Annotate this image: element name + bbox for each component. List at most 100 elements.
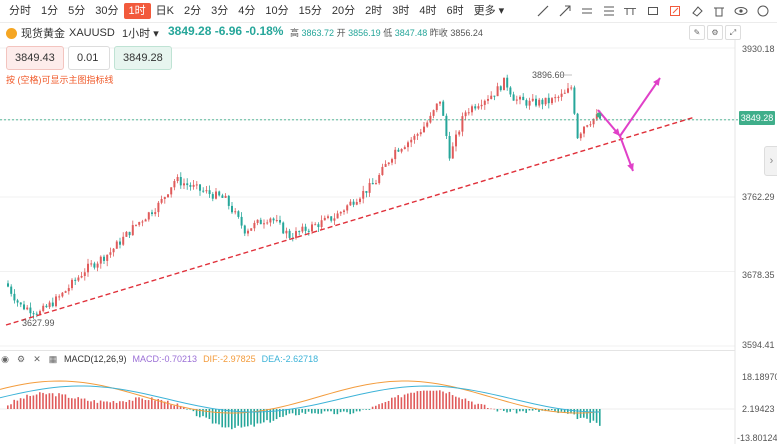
symbol-selector[interactable]: 现货黄金 XAUUSD [6,25,115,41]
macd-histogram-bar [439,390,441,409]
macd-tick: -13.80124 [737,433,777,443]
macd-histogram-bar [410,392,412,409]
candle-body [573,87,576,114]
period-tab[interactable]: 15分 [298,5,322,17]
period-tab[interactable]: 5分 [68,5,86,17]
macd-histogram-bar [103,401,105,409]
trend-line-icon[interactable] [533,3,553,19]
macd-histogram-bar [387,400,390,409]
candle-body [176,177,179,182]
candle-body [327,216,329,218]
y-tick: 3594.41 [742,340,775,350]
candle-body [13,293,16,301]
y-tick: 3678.35 [742,270,775,280]
candle-body [301,226,304,232]
eraser-icon[interactable] [687,3,707,19]
indicator-icon[interactable]: ✎ [689,25,705,40]
candle-body [503,77,505,91]
macd-histogram-bar [359,409,361,412]
rectangle-icon[interactable] [643,3,663,19]
macd-histogram-bar [237,409,239,426]
candle-body [163,197,166,199]
candle-body [439,101,441,104]
macd-histogram-bar [96,402,99,409]
macd-histogram-bar [151,397,153,409]
candle-body [55,296,57,307]
ray-icon[interactable] [555,3,575,19]
sell-button[interactable]: 3849.43 [6,46,64,70]
indicator-icon[interactable]: ▦ [48,353,58,364]
interval-selector[interactable]: 1小时 ▾ [122,25,159,41]
macd-histogram-bar [327,409,329,412]
candle-body [307,230,310,232]
candle-body [288,230,291,238]
period-tab[interactable]: 6时 [446,5,464,17]
text-icon[interactable]: TT [621,3,641,19]
horizontal-line-icon[interactable] [577,3,597,19]
macd-histogram-bar [170,404,172,409]
macd-histogram-bar [567,409,569,414]
macd-histogram-bar [343,409,345,412]
visibility-icon[interactable] [753,3,773,19]
period-tab[interactable]: 分时 [9,5,31,17]
period-tab[interactable]: 3时 [392,5,410,17]
macd-histogram-bar [160,399,163,409]
settings-icon[interactable]: ⚙ [707,25,723,40]
candle-body [160,198,163,203]
period-tab[interactable]: 1时 [123,3,151,19]
fullscreen-icon[interactable]: ⤢ [725,25,741,40]
screenshot-icon[interactable] [665,3,685,19]
period-toolbar: 分时 1分 5分 30分 1时 日K 2分 3分 4分 10分 15分 20分 2时 3时 4时 6时 更多 ▾… [0,0,777,23]
buy-button[interactable]: 3849.28 [114,46,172,70]
period-tab[interactable]: 2时 [365,5,383,17]
candle-body [499,86,502,91]
candle-body [525,100,528,106]
candle-body [96,263,99,268]
macd-histogram-bar [483,404,486,409]
delete-icon[interactable] [709,3,729,19]
forecast-arrow-drop-head [627,163,634,171]
macd-histogram-bar [560,409,563,412]
candle-body [80,275,83,278]
period-tab[interactable]: 日K [155,5,174,17]
period-tab[interactable]: 20分 [331,5,356,17]
macd-histogram-bar [64,394,67,409]
period-tab[interactable]: 1分 [41,5,59,17]
period-tab[interactable]: 30分 [95,5,119,17]
last-price-dot [596,112,602,118]
chevron-right-icon[interactable]: › [764,146,777,176]
high-value: 3863.72 [301,28,335,38]
macd-histogram-bar [83,398,86,409]
candle-body [195,184,198,186]
eye-icon[interactable] [731,3,751,19]
period-tab[interactable]: 2分 [183,5,202,17]
period-tab[interactable]: 更多 ▾ [473,5,505,17]
macd-histogram-bar [167,400,169,409]
candle-body [189,185,192,187]
period-tab[interactable]: 4分 [238,5,256,17]
quote-info-bar: 现货黄金 XAUUSD 1小时 ▾ 3849.28 -6.96 -0.18% 高… [0,24,777,40]
eye-icon[interactable]: ◉ [1,353,9,364]
price-chart[interactable]: 3896.60 3627.99 [0,40,777,444]
macd-histogram-bar [599,409,601,426]
macd-histogram-bar [499,408,502,410]
candle-body [471,106,473,113]
period-tab[interactable]: 4时 [419,5,437,17]
macd-histogram-bar [557,409,559,414]
macd-histogram-bar [179,405,182,409]
macd-header: ◉ ⚙ ✕ ▦ MACD(12,26,9) MACD:-0.70213 DIF:… [0,352,318,366]
fib-icon[interactable] [599,3,619,19]
low-label: 低 [383,28,393,38]
candle-body [541,99,544,105]
candle-body [224,195,227,198]
period-tab[interactable]: 3分 [211,5,229,17]
quantity-input[interactable]: 0.01 [68,46,110,70]
close-icon[interactable]: ✕ [33,353,41,364]
candle-body [227,195,230,206]
period-tab[interactable]: 10分 [265,5,289,17]
settings-icon[interactable]: ⚙ [16,353,26,364]
ohlc-summary: 高 3863.72 开 3856.19 低 3847.48 昨收 3856.24 [290,26,483,39]
candle-body [467,112,470,114]
macd-histogram-bar [592,409,595,421]
low-mark-label: 3627.99 [22,318,55,328]
